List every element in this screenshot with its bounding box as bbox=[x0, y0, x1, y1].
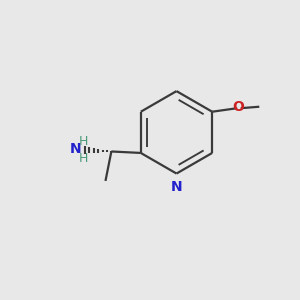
Text: H: H bbox=[79, 152, 88, 165]
Text: N: N bbox=[171, 180, 182, 194]
Text: O: O bbox=[232, 100, 244, 114]
Text: H: H bbox=[79, 135, 88, 148]
Text: N: N bbox=[70, 142, 81, 156]
